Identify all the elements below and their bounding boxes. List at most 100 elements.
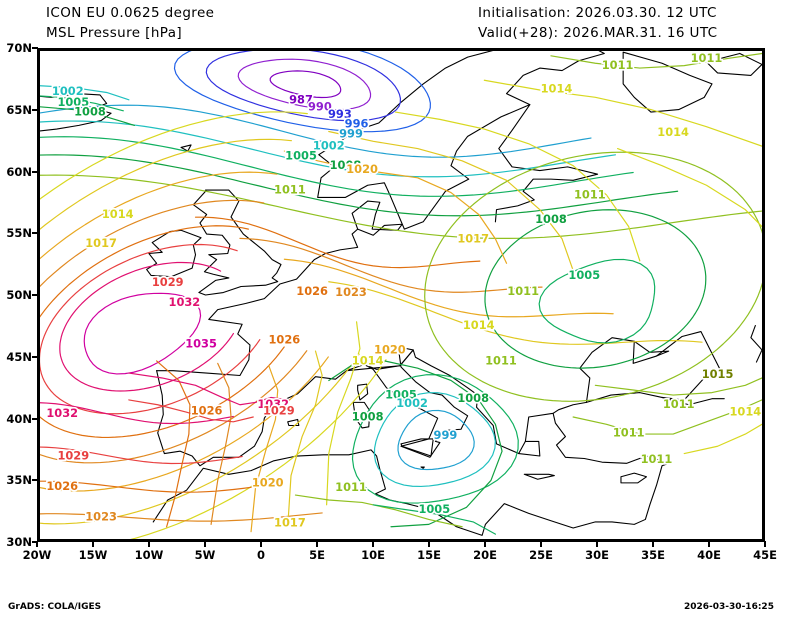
coastline-layer: [40, 51, 762, 536]
pressure-contour: [40, 512, 323, 522]
x-axis-tickmark: [708, 541, 710, 547]
contour-label-halo: 1002: [313, 139, 345, 153]
contour-label: 1026: [46, 479, 78, 493]
contour-label-halo: 1032: [46, 406, 78, 420]
contour-label: 1002: [52, 84, 84, 98]
coastline: [750, 324, 762, 363]
pressure-contour: [351, 374, 519, 504]
pressure-contour: [594, 377, 762, 396]
y-axis-tick: 40N: [6, 411, 32, 426]
x-axis-tickmark: [260, 541, 262, 547]
pressure-contour: [40, 104, 592, 158]
pressure-contour: [40, 106, 136, 126]
x-axis-tick: 40E: [697, 548, 721, 562]
contour-label: 1008: [535, 212, 567, 226]
x-axis-tickmark: [652, 541, 654, 547]
contour-label-halo: 1005: [385, 388, 417, 402]
pressure-contour: [40, 480, 279, 493]
credit-label: GrADS: COLA/IGES: [8, 602, 102, 612]
contour-label: 1032: [169, 295, 201, 309]
pressure-contour: [40, 85, 130, 101]
contour-label-halo: 1005: [418, 502, 450, 516]
x-axis-tick: 15W: [78, 548, 108, 562]
contour-label: 999: [434, 428, 458, 442]
coastline: [152, 449, 670, 536]
pressure-contour: [326, 321, 361, 506]
contour-label: 1011: [602, 58, 634, 72]
contour-label-halo: 1011: [602, 58, 634, 72]
contour-label: 1005: [57, 95, 89, 109]
contour-label: 1032: [257, 397, 289, 411]
contour-label: 1026: [296, 284, 328, 298]
contour-label: 1029: [263, 403, 295, 417]
coastline: [146, 229, 202, 278]
contour-label-halo: 1029: [152, 275, 184, 289]
map-plot-area: 987 987 990 990 993 993 996 996 999 999 1002 1002 10…: [37, 48, 765, 542]
pressure-contour: [283, 258, 614, 318]
contour-label-layer: 9879879909909939939969969999991002100210…: [45, 51, 762, 531]
contour-label-halo: 1015: [702, 367, 734, 381]
pressure-contour: [40, 154, 679, 217]
contour-label-halo: 1005: [57, 95, 89, 109]
x-axis-tickmark: [372, 541, 374, 547]
coastline: [180, 144, 192, 152]
contour-label-halo: 1017: [274, 516, 306, 530]
contour-label-halo: 1011: [485, 353, 517, 367]
contour-label: 1014: [541, 81, 573, 95]
contour-label: 1002: [396, 396, 428, 410]
contour-label: 1035: [185, 336, 217, 350]
y-axis-tick: 35N: [6, 473, 32, 488]
pressure-contour: [40, 199, 308, 464]
x-axis-tickmark: [92, 541, 94, 547]
coastline: [400, 438, 434, 457]
pressure-contour: [40, 225, 285, 439]
coastline: [346, 348, 469, 458]
pressure-contour: [683, 423, 762, 455]
x-axis-tickmark: [764, 541, 766, 547]
contour-label-halo: 1005: [568, 268, 600, 282]
contour-label-halo: 1008: [535, 212, 567, 226]
x-axis-tick: 25E: [529, 548, 553, 562]
contour-label-halo: 1011: [335, 480, 367, 494]
contour-label: 1014: [463, 318, 495, 332]
contour-label: 1011: [274, 183, 306, 197]
pressure-contour: [40, 243, 261, 415]
contour-label-halo: 1020: [252, 475, 284, 489]
coastline: [633, 340, 670, 357]
pressure-contour: [40, 402, 234, 425]
contour-label: 1020: [374, 342, 406, 356]
x-axis-tick: 30E: [585, 548, 609, 562]
pressure-contour: [328, 360, 503, 528]
contour-label: 1011: [507, 284, 539, 298]
contour-label: 987: [289, 92, 313, 106]
pressure-contour: [372, 504, 497, 535]
contour-label: 1011: [663, 397, 695, 411]
pressure-contour: [156, 360, 191, 528]
y-axis-tickmark: [32, 541, 38, 543]
x-axis-tick: 0: [256, 548, 265, 562]
contour-label: 993: [328, 107, 352, 121]
contour-label-halo: 1011: [507, 284, 539, 298]
contour-label-halo: 1008: [330, 158, 362, 172]
contour-label: 1011: [335, 480, 367, 494]
contour-map-svg: 9879879909909939939969969999991002100210…: [40, 51, 762, 539]
contour-label: 1011: [574, 187, 606, 201]
pressure-contour: [328, 130, 574, 272]
contour-label-halo: 1020: [374, 342, 406, 356]
y-axis-tickmark: [32, 417, 38, 420]
y-axis-tick: 60N: [6, 164, 32, 179]
contour-label: 1011: [485, 353, 517, 367]
pressure-contour: [40, 171, 329, 492]
pressure-contour: [239, 237, 543, 293]
y-axis-tick: 70N: [6, 41, 32, 55]
coastline: [579, 331, 724, 403]
contour-label-halo: 1011: [691, 51, 723, 65]
x-axis-tick: 15E: [417, 548, 441, 562]
contour-label-halo: 990: [308, 100, 332, 114]
coastline: [351, 200, 403, 236]
contour-label: 1014: [352, 353, 384, 367]
y-axis-tickmark: [32, 47, 38, 49]
coastline: [352, 401, 371, 429]
contour-label-halo: 1029: [263, 403, 295, 417]
coastline: [420, 466, 425, 469]
